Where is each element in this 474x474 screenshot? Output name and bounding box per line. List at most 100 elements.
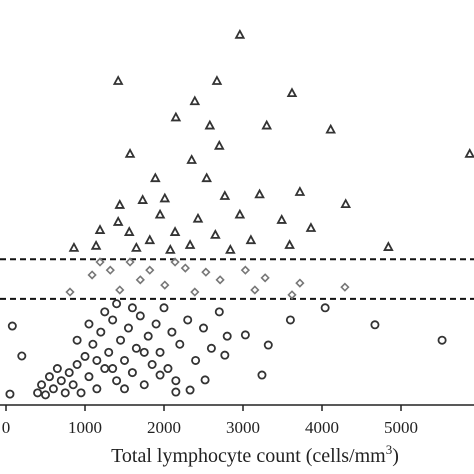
point bbox=[215, 275, 225, 285]
point bbox=[286, 87, 298, 98]
point bbox=[240, 265, 251, 275]
point bbox=[135, 275, 145, 285]
x-tick-label: 2000 bbox=[147, 418, 181, 437]
point bbox=[206, 343, 216, 353]
point bbox=[95, 257, 105, 267]
point bbox=[72, 335, 82, 345]
point bbox=[33, 388, 43, 398]
point bbox=[165, 243, 176, 254]
point bbox=[276, 214, 288, 224]
point bbox=[254, 188, 265, 199]
point bbox=[169, 226, 181, 236]
point bbox=[84, 372, 94, 382]
point bbox=[68, 380, 78, 390]
point bbox=[325, 123, 337, 134]
point bbox=[92, 355, 102, 365]
point bbox=[56, 376, 66, 386]
x-tick-label: 3000 bbox=[226, 418, 260, 437]
point bbox=[112, 75, 124, 85]
point bbox=[191, 355, 201, 365]
point bbox=[180, 263, 190, 273]
point bbox=[219, 190, 231, 200]
point bbox=[7, 321, 17, 331]
point bbox=[184, 239, 196, 249]
point bbox=[186, 154, 197, 164]
point bbox=[175, 339, 185, 349]
point bbox=[199, 323, 209, 333]
point bbox=[139, 347, 149, 357]
point bbox=[124, 148, 136, 158]
x-label-text: Total lymphocyte count (cells/mm bbox=[111, 445, 386, 467]
point bbox=[200, 375, 210, 385]
point bbox=[94, 224, 106, 234]
point bbox=[167, 327, 177, 337]
point bbox=[131, 241, 142, 252]
point bbox=[225, 243, 236, 254]
point bbox=[170, 257, 180, 267]
point bbox=[139, 380, 149, 390]
x-tick-label: 4000 bbox=[305, 418, 339, 437]
point bbox=[72, 359, 82, 369]
point bbox=[84, 319, 94, 329]
point bbox=[120, 384, 130, 394]
x-tick-label: 1000 bbox=[68, 418, 102, 437]
point bbox=[234, 28, 246, 39]
point bbox=[201, 172, 212, 183]
point bbox=[144, 234, 156, 245]
point bbox=[284, 239, 295, 249]
point bbox=[171, 387, 181, 397]
point bbox=[201, 267, 211, 277]
point bbox=[210, 229, 221, 239]
point bbox=[112, 299, 122, 309]
point bbox=[437, 335, 447, 345]
point bbox=[68, 241, 80, 252]
x-label-sup: 3 bbox=[386, 442, 393, 457]
point bbox=[213, 139, 225, 150]
point bbox=[92, 384, 102, 394]
point bbox=[100, 364, 110, 374]
point bbox=[151, 319, 161, 329]
point bbox=[127, 368, 137, 378]
point bbox=[222, 331, 232, 341]
point bbox=[135, 311, 145, 321]
x-label-end: ) bbox=[392, 445, 399, 467]
point bbox=[137, 194, 148, 204]
point bbox=[183, 315, 193, 325]
x-axis-label: Total lymphocyte count (cells/mm3) bbox=[111, 442, 399, 467]
point bbox=[190, 287, 200, 297]
point bbox=[204, 119, 216, 130]
point bbox=[108, 364, 118, 374]
point bbox=[171, 376, 181, 386]
point bbox=[263, 340, 273, 350]
point bbox=[295, 278, 305, 288]
point bbox=[48, 384, 58, 394]
point bbox=[211, 75, 223, 85]
point bbox=[170, 111, 182, 122]
point bbox=[160, 280, 170, 290]
point bbox=[88, 339, 98, 349]
point bbox=[147, 359, 157, 369]
point bbox=[143, 331, 153, 341]
point bbox=[114, 199, 126, 209]
point bbox=[96, 327, 106, 337]
point bbox=[383, 241, 394, 251]
point bbox=[150, 172, 161, 183]
point bbox=[17, 351, 27, 361]
point bbox=[80, 351, 90, 361]
point bbox=[76, 388, 86, 398]
point bbox=[287, 290, 297, 300]
x-tick-label: 0 bbox=[2, 418, 11, 437]
point bbox=[127, 303, 137, 313]
point bbox=[245, 234, 257, 245]
point bbox=[250, 285, 260, 295]
point bbox=[65, 287, 75, 297]
point bbox=[154, 208, 166, 219]
point bbox=[189, 95, 201, 106]
point bbox=[260, 273, 270, 283]
point bbox=[320, 303, 330, 313]
point bbox=[220, 350, 230, 360]
point bbox=[90, 239, 102, 250]
point bbox=[108, 315, 118, 325]
point bbox=[64, 368, 74, 378]
point bbox=[131, 343, 141, 353]
